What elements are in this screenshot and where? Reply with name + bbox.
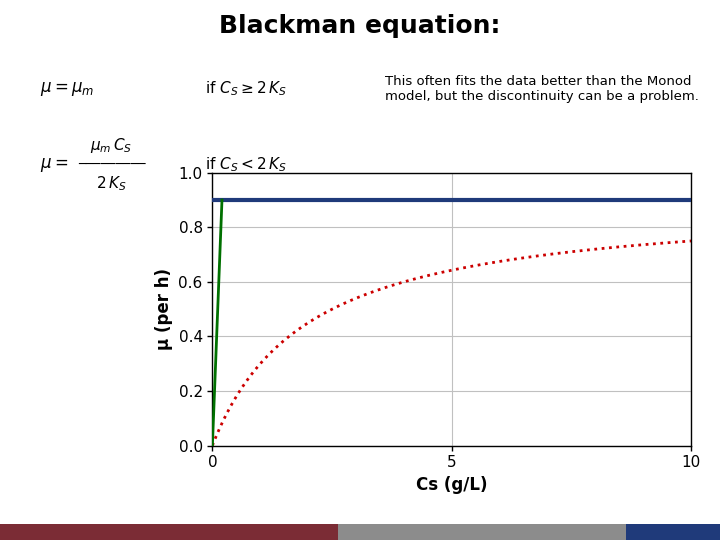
Bar <box>626 524 720 540</box>
Bar <box>338 524 626 540</box>
Text: $\mu = \mu_m$: $\mu = \mu_m$ <box>40 80 94 98</box>
Text: $2\,K_S$: $2\,K_S$ <box>96 174 127 193</box>
X-axis label: Cs (g/L): Cs (g/L) <box>416 476 487 494</box>
Text: $\mu_m\, C_S$: $\mu_m\, C_S$ <box>91 136 132 156</box>
Bar <box>0 524 338 540</box>
Y-axis label: μ (per h): μ (per h) <box>155 268 173 350</box>
Text: Blackman equation:: Blackman equation: <box>220 14 500 37</box>
Text: if $C_S \geq 2\,K_S$: if $C_S \geq 2\,K_S$ <box>205 80 287 98</box>
Text: ─────────: ───────── <box>78 158 145 171</box>
Text: if $C_S < 2\,K_S$: if $C_S < 2\,K_S$ <box>205 156 287 174</box>
Text: This often fits the data better than the Monod
model, but the discontinuity can : This often fits the data better than the… <box>385 75 699 103</box>
Text: $\mu =$: $\mu =$ <box>40 156 68 174</box>
